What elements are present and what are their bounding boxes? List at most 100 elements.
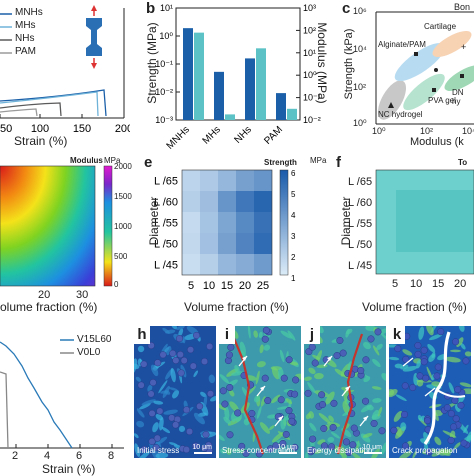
particle [423, 417, 432, 425]
particle [148, 409, 156, 417]
row-label: L /65 [348, 176, 373, 188]
panel-a: 50 100 150 200 MNHs MHs NHs PAM Strain (%) [0, 0, 130, 150]
colorbar-unit: MPa [310, 156, 327, 165]
particle [137, 381, 145, 389]
tick-x-4: 4 [44, 450, 51, 462]
particle [420, 346, 428, 354]
panel-letter: j [304, 326, 320, 344]
tick-x-label: 100 [31, 123, 49, 135]
particle [206, 390, 215, 398]
particle [182, 406, 191, 414]
particle [291, 443, 299, 451]
particle [177, 369, 185, 377]
region-nc-hydrogel [378, 80, 406, 120]
legend-pam: PAM [15, 46, 36, 57]
crack-branch [436, 389, 466, 398]
y2-tick-label: 10² [303, 25, 316, 35]
particle [225, 351, 233, 359]
particle [219, 387, 227, 395]
particle [367, 335, 375, 343]
particle [394, 345, 402, 353]
x-axis-label: Strain (%) [14, 134, 68, 148]
category-label: MNHs [165, 124, 192, 150]
particle [227, 343, 235, 351]
x-axis-label: Volume fraction (%) [184, 300, 289, 314]
panel-e-heatmap: L /65 L /60 L /55 L /50 L /45 5 10 15 20 25 6 5 4 3 2 1 [154, 169, 296, 292]
heatmap-cell [254, 191, 272, 212]
stress-path [336, 333, 364, 455]
bar-strength [183, 28, 193, 120]
curve-mnhs [0, 89, 107, 117]
particle [414, 350, 422, 358]
legend-mhs: MHs [15, 20, 36, 31]
heatmap-cell [254, 212, 272, 233]
specimen-icon [86, 5, 102, 69]
heatmap-cell [218, 254, 236, 275]
particle [279, 439, 287, 448]
heatmap-cell [236, 254, 254, 275]
x-axis-label: olume fraction (%) [0, 300, 98, 314]
particle [447, 436, 455, 444]
heatmap-cell [200, 212, 218, 233]
bar-strength [276, 93, 286, 120]
heatmap-cell [254, 233, 272, 254]
particle [152, 444, 160, 452]
image-caption: Energy dissipation [307, 446, 373, 455]
y-tick-label: 10⁻¹ [155, 59, 173, 69]
particle [414, 341, 422, 350]
colorbar-tick: 3 [291, 232, 296, 241]
particle [390, 426, 398, 434]
legend-v0l0: V0L0 [77, 347, 101, 358]
label-cartilage: Cartilage [424, 22, 457, 31]
particle [451, 397, 459, 405]
particle [201, 444, 209, 452]
row-label: L /65 [154, 176, 178, 188]
col-label: 15 [221, 280, 233, 292]
colorbar-tick: 1000 [114, 222, 132, 231]
heatmap-cell [218, 191, 236, 212]
particle [187, 346, 195, 354]
row-label: L /50 [348, 239, 373, 251]
particle [437, 328, 445, 336]
colorbar-tick: 4 [291, 211, 296, 220]
particle [140, 445, 148, 453]
heatmap-cell [182, 233, 200, 254]
particle [285, 356, 293, 364]
particle [262, 326, 270, 334]
particle [266, 445, 275, 453]
particle [242, 449, 250, 457]
svg-text:+: + [461, 42, 466, 52]
particle [226, 383, 234, 392]
particle [425, 448, 433, 456]
particle [156, 407, 164, 415]
col-label: 5 [188, 280, 194, 292]
particle [339, 349, 347, 357]
particle [447, 410, 456, 418]
legend-lines [0, 13, 12, 54]
panel-d: Modulus MPa [0, 152, 140, 314]
panel-b-bar-chart: 10¹ 10⁰ 10⁻¹ 10⁻² 10⁻³ 10³ 10² 10¹ 10⁰ 10⁻¹ 10⁻² MN… [155, 3, 321, 150]
tick-y-1e4: 10⁴ [353, 44, 367, 54]
particle [226, 431, 234, 439]
y2-tick-label: 10¹ [303, 48, 316, 58]
particle [402, 355, 410, 363]
tick-x-1e0: 10⁰ [372, 126, 386, 136]
panel-f: f To Diameter L /65 L /60 L /55 L /50 L … [336, 152, 474, 317]
particle [280, 374, 288, 382]
bar-modulus [256, 48, 266, 120]
tick-x-8: 8 [108, 450, 115, 462]
particle [378, 427, 386, 435]
particle [362, 356, 370, 364]
particle [277, 396, 285, 404]
particle [345, 448, 353, 456]
particle [333, 352, 341, 360]
particle [159, 351, 167, 359]
y2-tick-label: 10³ [303, 3, 316, 13]
panel-e: e Strength MPa L /65 L /60 L /55 L /50 L /45… [144, 152, 332, 317]
col-label: 10 [203, 280, 215, 292]
panel-letter: i [219, 326, 235, 344]
legend-mnhs: MNHs [15, 7, 43, 18]
scale-bar [194, 452, 212, 454]
col-label: 20 [239, 280, 251, 292]
tick-x-label: 150 [73, 123, 91, 135]
